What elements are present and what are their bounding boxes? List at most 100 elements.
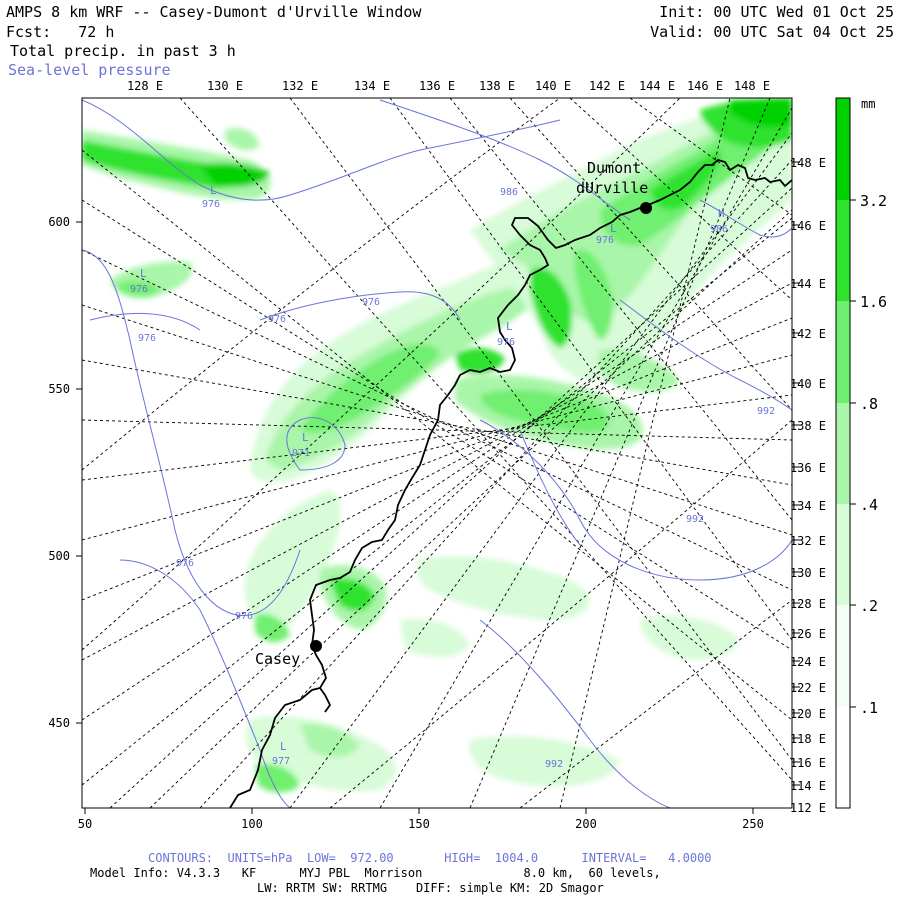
contour-label: 971: [292, 448, 310, 459]
colorbar-label: .2: [860, 597, 878, 615]
top-lon-label: 146 E: [687, 79, 723, 93]
field-description: Total precip. in past 3 h: [10, 42, 236, 60]
right-lon-label: 140 E: [790, 377, 826, 391]
top-lon-label: 142 E: [589, 79, 625, 93]
bottom-axis-label: 150: [408, 817, 430, 831]
graticule: [82, 98, 792, 808]
forecast-hour: Fcst: 72 h: [6, 23, 115, 41]
colorbar-label: .4: [860, 496, 878, 514]
colorbar-band: [836, 403, 850, 504]
left-axis-label: 550: [48, 382, 70, 396]
contour-label: 992: [757, 406, 775, 417]
top-lon-label: 134 E: [354, 79, 390, 93]
low-pressure-marker: L: [610, 222, 617, 235]
map-title: AMPS 8 km WRF -- Casey-Dumont d'Urville …: [6, 3, 422, 21]
contour-label: 986: [710, 224, 728, 235]
left-axis-label: 600: [48, 215, 70, 229]
contour-label: 976: [130, 284, 148, 295]
right-lon-label: 136 E: [790, 461, 826, 475]
bottom-axis-label: 200: [575, 817, 597, 831]
bottom-axis-label: 100: [241, 817, 263, 831]
plot-frame: [81, 97, 793, 809]
contour-info: CONTOURS: UNITS=hPa LOW= 972.00 HIGH= 10…: [148, 851, 712, 865]
colorbar-band: [836, 605, 850, 707]
bottom-axis-label: 250: [742, 817, 764, 831]
low-pressure-marker: L: [302, 431, 309, 444]
station-casey-marker: [310, 640, 322, 652]
contour-label: 992: [686, 514, 704, 525]
right-lon-label: 130 E: [790, 566, 826, 580]
contour-label: 976: [497, 337, 515, 348]
right-lon-label: 126 E: [790, 627, 826, 641]
contour-label: 976: [362, 297, 380, 308]
top-lon-label: 136 E: [419, 79, 455, 93]
right-ticks: [792, 161, 800, 786]
contour-label: 976: [202, 199, 220, 210]
colorbar-label: .1: [860, 699, 878, 717]
right-lon-label: 118 E: [790, 732, 826, 746]
right-lon-label: 144 E: [790, 277, 826, 291]
right-lon-label: 148 E: [790, 156, 826, 170]
colorbar: mm 3.2 1.6 .8 .4 .2 .1: [835, 97, 887, 809]
right-lon-label: 128 E: [790, 597, 826, 611]
left-ticks: [76, 221, 82, 724]
colorbar-band: [836, 98, 850, 200]
valid-time: Valid: 00 UTC Sat 04 Oct 25: [650, 23, 894, 41]
colorbar-label: 1.6: [860, 293, 887, 311]
colorbar-label: 3.2: [860, 192, 887, 210]
top-lon-label: 144 E: [639, 79, 675, 93]
contour-label: 986: [500, 187, 518, 198]
contour-label: 976: [176, 558, 194, 569]
top-lon-label: 132 E: [282, 79, 318, 93]
colorbar-band: [836, 301, 850, 403]
contour-label: 992: [545, 759, 563, 770]
init-time: Init: 00 UTC Wed 01 Oct 25: [659, 3, 894, 21]
colorbar-band: [836, 707, 850, 808]
coastline: [229, 159, 792, 808]
low-pressure-marker: L: [140, 267, 147, 280]
contour-label: 976: [268, 314, 286, 325]
right-lon-label: 122 E: [790, 681, 826, 695]
overlay-description: Sea-level pressure: [8, 61, 171, 79]
station-label: Casey: [255, 650, 300, 668]
right-lon-label: 116 E: [790, 756, 826, 770]
colorbar-unit: mm: [861, 97, 875, 111]
colorbar-band: [836, 200, 850, 301]
low-pressure-marker: L: [210, 184, 217, 197]
low-pressure-marker: L: [506, 320, 513, 333]
right-lon-label: 112 E: [790, 801, 826, 815]
low-pressure-marker: L: [280, 740, 287, 753]
pressure-contours: [82, 99, 792, 808]
colorbar-label: .8: [860, 395, 878, 413]
station-dumont-marker: [640, 202, 652, 214]
high-pressure-marker: H: [718, 207, 725, 220]
top-lon-label: 130 E: [207, 79, 243, 93]
top-lon-label: 148 E: [734, 79, 770, 93]
model-info: Model Info: V4.3.3 KF MYJ PBL Morrison 8…: [90, 866, 661, 880]
right-lon-label: 132 E: [790, 534, 826, 548]
station-label: Dumont: [587, 159, 641, 177]
right-lon-label: 124 E: [790, 655, 826, 669]
right-lon-label: 120 E: [790, 707, 826, 721]
bottom-ticks: [84, 808, 754, 814]
top-lon-label: 128 E: [127, 79, 163, 93]
bottom-axis-label: 50: [78, 817, 92, 831]
right-lon-label: 142 E: [790, 327, 826, 341]
right-lon-label: 134 E: [790, 499, 826, 513]
right-lon-label: 114 E: [790, 779, 826, 793]
right-lon-label: 138 E: [790, 419, 826, 433]
top-lon-label: 140 E: [535, 79, 571, 93]
left-axis-label: 500: [48, 549, 70, 563]
contour-label: 976: [138, 333, 156, 344]
left-axis-label: 450: [48, 716, 70, 730]
station-label: dUrville: [576, 179, 648, 197]
top-lon-label: 138 E: [479, 79, 515, 93]
contour-label: 977: [272, 756, 290, 767]
contour-label: 976: [235, 611, 253, 622]
contour-label: 976: [596, 235, 614, 246]
colorbar-band: [836, 504, 850, 605]
model-info-physics: LW: RRTM SW: RRTMG DIFF: simple KM: 2D S…: [257, 881, 604, 895]
right-lon-label: 146 E: [790, 219, 826, 233]
precip-shading: [82, 98, 792, 793]
